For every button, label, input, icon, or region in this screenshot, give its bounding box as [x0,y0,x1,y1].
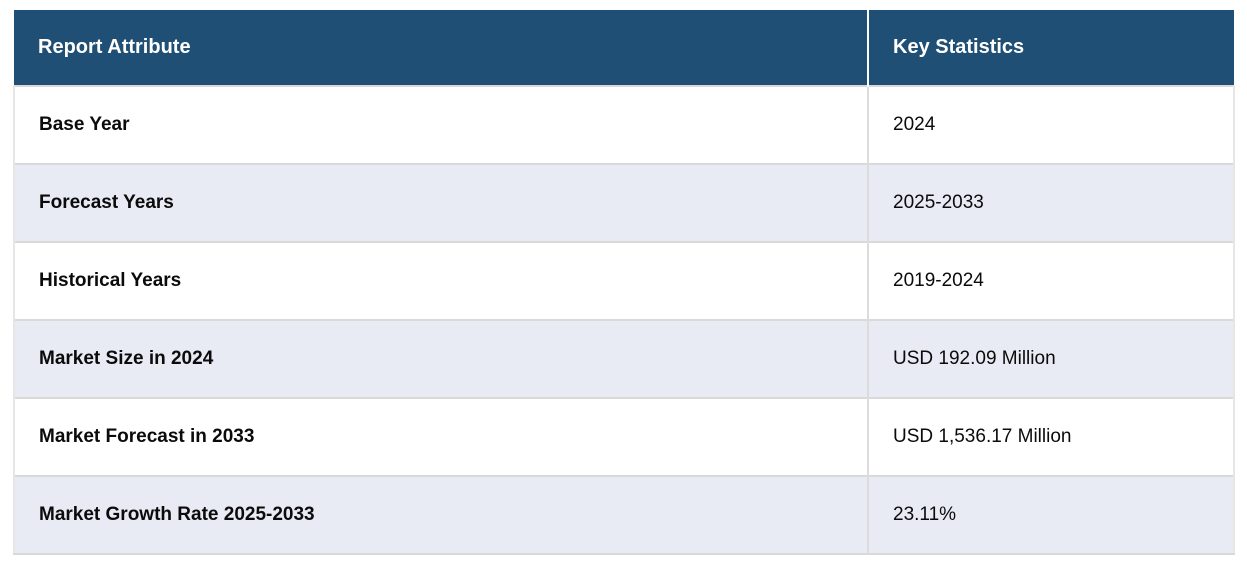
value-cell: USD 192.09 Million [867,319,1235,398]
attribute-cell: Historical Years [13,241,868,320]
attribute-cell: Forecast Years [13,163,868,242]
table-row-market-forecast-2033: Market Forecast in 2033 USD 1,536.17 Mil… [13,397,1235,476]
attribute-cell: Market Forecast in 2033 [13,397,868,476]
attribute-cell: Market Size in 2024 [13,319,868,398]
value-cell: 23.11% [867,475,1235,555]
key-statistics-table: Report Attribute Key Statistics Base Yea… [13,10,1235,555]
attribute-cell: Market Growth Rate 2025-2033 [13,475,868,555]
attribute-cell: Base Year [13,85,868,164]
column-header-key-statistics: Key Statistics [867,10,1234,86]
header-row: Report Attribute Key Statistics [14,10,1234,86]
table-row-market-growth-rate: Market Growth Rate 2025-2033 23.11% [13,475,1235,555]
table-row-historical-years: Historical Years 2019-2024 [13,241,1235,320]
table-row-base-year: Base Year 2024 [13,85,1235,164]
column-header-report-attribute: Report Attribute [14,10,868,86]
value-cell: 2025-2033 [867,163,1235,242]
table-body: Base Year 2024 Forecast Years 2025-2033 … [13,85,1235,555]
table-header: Report Attribute Key Statistics [14,10,1234,86]
value-cell: USD 1,536.17 Million [867,397,1235,476]
table-row-forecast-years: Forecast Years 2025-2033 [13,163,1235,242]
value-cell: 2024 [867,85,1235,164]
report-statistics-table: Report Attribute Key Statistics Base Yea… [13,10,1235,555]
value-cell: 2019-2024 [867,241,1235,320]
table-row-market-size-2024: Market Size in 2024 USD 192.09 Million [13,319,1235,398]
